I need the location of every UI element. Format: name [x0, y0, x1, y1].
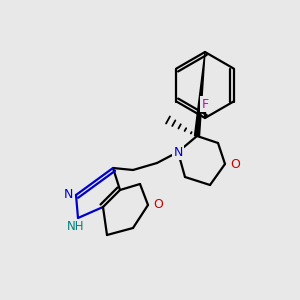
Text: NH: NH — [67, 220, 85, 233]
Text: O: O — [230, 158, 240, 170]
Text: N: N — [63, 188, 73, 202]
Text: F: F — [201, 98, 208, 110]
Text: O: O — [153, 199, 163, 212]
Text: N: N — [173, 146, 183, 158]
Polygon shape — [194, 52, 205, 136]
